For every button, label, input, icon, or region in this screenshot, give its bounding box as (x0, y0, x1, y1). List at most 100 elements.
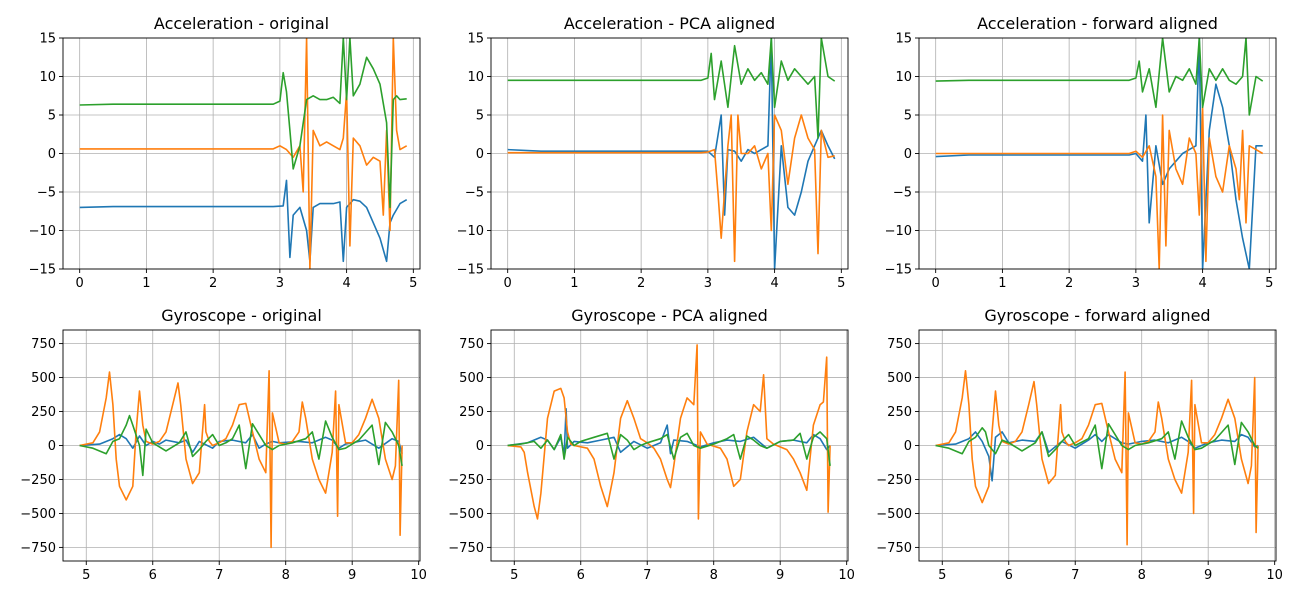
series-line-3 (507, 38, 836, 139)
x-tick-label: 2 (1065, 276, 1073, 291)
x-tick-label: 8 (710, 568, 718, 583)
series-line-2 (79, 369, 403, 549)
series-group (507, 38, 836, 269)
x-tick-label: 5 (1265, 276, 1273, 291)
y-tick-label: 750 (459, 337, 484, 352)
y-tick-label: −15 (29, 263, 56, 278)
x-tick-label: 1 (998, 276, 1006, 291)
y-tick-label: 5 (48, 109, 56, 124)
y-tick-label: 500 (887, 371, 912, 386)
chart-title: Gyroscope - PCA aligned (571, 306, 768, 325)
x-tick-label: 3 (1132, 276, 1140, 291)
series-line-2 (935, 369, 1259, 546)
series-line-2 (507, 114, 835, 263)
chart-panel-3: 0 1 2 3 4 5 −15 −10 −5 0 5 10 15 Acceleration - forwa… (885, 14, 1277, 291)
x-tick-label: 10 (410, 568, 427, 583)
series-line-3 (79, 414, 403, 477)
y-tick-label: −15 (885, 263, 912, 278)
y-tick-label: 15 (467, 32, 484, 47)
y-tick-label: −10 (29, 224, 56, 239)
x-tick-label: 3 (704, 276, 712, 291)
series-line-3 (935, 420, 1259, 470)
y-tick-label: 0 (476, 147, 484, 162)
x-tick-label: 10 (838, 568, 855, 583)
y-tick-label: −500 (448, 507, 484, 522)
x-tick-label: 7 (643, 568, 651, 583)
y-tick-label: −10 (457, 224, 484, 239)
y-tick-label: 500 (459, 371, 484, 386)
chart-title: Acceleration - PCA aligned (564, 14, 775, 33)
series-line-2 (79, 38, 408, 269)
y-tick-label: −10 (885, 224, 912, 239)
x-tick-label: 6 (577, 568, 585, 583)
chart-title: Gyroscope - forward aligned (984, 306, 1210, 325)
x-tick-label: 7 (1071, 568, 1079, 583)
chart-panel-5: 5 6 7 8 9 10 −750 −500 −250 0 250 500 750 Gyroscope -… (448, 306, 855, 583)
y-tick-label: −15 (457, 263, 484, 278)
x-tick-label: 3 (276, 276, 284, 291)
x-tick-label: 8 (282, 568, 290, 583)
series-line-2 (507, 344, 831, 520)
x-tick-label: 5 (837, 276, 845, 291)
x-tick-label: 6 (1005, 568, 1013, 583)
y-tick-label: −5 (893, 186, 912, 201)
chart-title: Gyroscope - original (161, 306, 322, 325)
y-tick-label: 0 (476, 439, 484, 454)
y-tick-label: 500 (31, 371, 56, 386)
y-tick-label: −250 (20, 473, 56, 488)
chart-title: Acceleration - forward aligned (977, 14, 1218, 33)
series-line-2 (935, 106, 1264, 269)
x-tick-label: 1 (570, 276, 578, 291)
x-tick-label: 5 (82, 568, 90, 583)
series-line-3 (79, 38, 407, 209)
x-tick-label: 7 (215, 568, 223, 583)
series-line-1 (79, 179, 408, 263)
y-tick-label: 10 (467, 70, 484, 85)
y-tick-label: −750 (876, 541, 912, 556)
chart-panel-2: 0 1 2 3 4 5 −15 −10 −5 0 5 10 15 Acceleration - PCA a… (457, 14, 849, 291)
chart-panel-1: 0 1 2 3 4 5 −15 −10 −5 0 5 10 15 Acceleration - origi… (29, 14, 421, 291)
series-group (935, 369, 1259, 546)
x-tick-label: 9 (776, 568, 784, 583)
x-tick-label: 5 (938, 568, 946, 583)
y-tick-label: 750 (31, 337, 56, 352)
series-line-3 (935, 38, 1264, 116)
y-tick-label: 750 (887, 337, 912, 352)
y-tick-label: 5 (476, 109, 484, 124)
x-tick-label: 2 (637, 276, 645, 291)
y-tick-label: −750 (20, 541, 56, 556)
chart-panel-4: 5 6 7 8 9 10 −750 −500 −250 0 250 500 750 Gyroscope -… (20, 306, 427, 583)
series-line-1 (935, 38, 1263, 269)
series-group (79, 38, 408, 269)
x-tick-label: 9 (1204, 568, 1212, 583)
y-tick-label: −5 (37, 186, 56, 201)
y-tick-label: −250 (876, 473, 912, 488)
y-tick-label: 0 (904, 147, 912, 162)
y-tick-label: 0 (48, 439, 56, 454)
x-tick-label: 4 (342, 276, 350, 291)
x-tick-label: 0 (932, 276, 940, 291)
x-tick-label: 0 (76, 276, 84, 291)
x-tick-label: 1 (142, 276, 150, 291)
y-tick-label: 250 (459, 405, 484, 420)
x-tick-label: 8 (1138, 568, 1146, 583)
x-tick-label: 4 (1198, 276, 1206, 291)
y-tick-label: 5 (904, 109, 912, 124)
y-tick-label: 0 (48, 147, 56, 162)
x-tick-label: 4 (770, 276, 778, 291)
x-tick-label: 0 (504, 276, 512, 291)
x-tick-label: 6 (149, 568, 157, 583)
y-tick-label: −500 (876, 507, 912, 522)
y-tick-label: −750 (448, 541, 484, 556)
x-tick-label: 5 (409, 276, 417, 291)
y-tick-label: −250 (448, 473, 484, 488)
series-group (79, 369, 403, 549)
chart-panel-6: 5 6 7 8 9 10 −750 −500 −250 0 250 500 750 Gyroscope -… (876, 306, 1283, 583)
y-tick-label: −5 (465, 186, 484, 201)
series-group (507, 344, 831, 520)
series-line-1 (507, 38, 836, 269)
x-tick-label: 2 (209, 276, 217, 291)
y-tick-label: 250 (31, 405, 56, 420)
y-tick-label: 250 (887, 405, 912, 420)
